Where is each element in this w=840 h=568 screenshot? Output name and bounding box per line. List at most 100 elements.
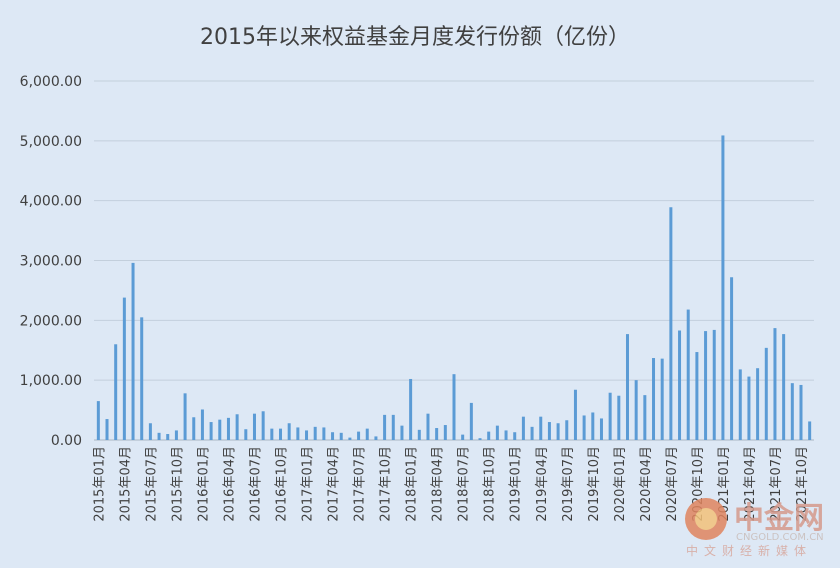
- bar-2019年02月: [521, 416, 525, 440]
- bar-2019年06月: [556, 423, 560, 440]
- y-axis: 0.00 1,000.00 2,000.00 3,000.00 4,000.00 5,00…: [20, 74, 82, 449]
- bar-2016年12月: [296, 427, 300, 440]
- bar-2019年07月: [565, 420, 569, 440]
- bar-2016年05月: [235, 414, 239, 440]
- x-axis: 2015年01月 2015年04月 2015年07月 2015年10月 2016年01月…: [92, 446, 810, 522]
- bar-2017年07月: [357, 431, 361, 440]
- x-tick-label: 2016年07月: [248, 446, 263, 522]
- bar-2016年08月: [261, 411, 265, 440]
- watermark-url: CNGOLD.COM.CN: [736, 532, 824, 543]
- x-tick-label: 2017年10月: [379, 446, 394, 522]
- x-tick-label: 2019年10月: [587, 446, 602, 522]
- x-tick-label: 2018年01月: [405, 446, 420, 522]
- bar-2018年08月: [469, 402, 473, 440]
- x-tick-label: 2015年04月: [118, 446, 133, 522]
- bar-2015年07月: [148, 423, 152, 440]
- x-tick-label: 2019年01月: [509, 446, 524, 522]
- bar-2021年05月: [756, 368, 760, 440]
- bar-2015年04月: [122, 297, 126, 440]
- x-tick-label: 2018年10月: [483, 446, 498, 522]
- bar-2016年06月: [244, 429, 248, 440]
- bar-2018年12月: [504, 430, 508, 440]
- bar-2018年01月: [409, 378, 413, 440]
- watermark-tagline: 中文财经新媒体: [686, 543, 812, 558]
- bar-2018年05月: [443, 425, 447, 440]
- bar-2016年04月: [226, 417, 230, 440]
- bar-2017年11月: [391, 414, 395, 440]
- bar-2020年08月: [678, 330, 682, 440]
- bar-2019年05月: [547, 422, 551, 440]
- bar-2020年02月: [625, 334, 629, 440]
- y-tick-label: 3,000.00: [20, 254, 82, 270]
- x-tick-label: 2016年01月: [196, 446, 211, 522]
- bar-2018年03月: [426, 413, 430, 440]
- bar-2015年02月: [105, 419, 109, 440]
- bar-2017年02月: [313, 426, 317, 440]
- bar-2017年10月: [383, 414, 387, 440]
- bar-2015年05月: [131, 262, 135, 440]
- bar-2020年07月: [669, 207, 673, 440]
- watermark-brand: 中金网: [734, 501, 824, 536]
- bar-2020年06月: [660, 358, 664, 440]
- bar-2015年08月: [157, 432, 161, 440]
- bar-2021年08月: [782, 334, 786, 440]
- bar-2015年06月: [140, 317, 144, 440]
- bar-2020年03月: [634, 380, 638, 440]
- bar-2019年09月: [582, 415, 586, 440]
- bar-2017年08月: [365, 428, 369, 440]
- x-tick-label: 2015年07月: [144, 446, 159, 522]
- bar-2015年10月: [174, 430, 178, 440]
- x-tick-label: 2015年01月: [92, 446, 107, 522]
- bar-2015年01月: [96, 401, 100, 440]
- bar-2020年05月: [652, 358, 656, 440]
- bar-2021年09月: [790, 383, 794, 440]
- bar-2018年02月: [417, 429, 421, 440]
- x-tick-label: 2016年10月: [275, 446, 290, 522]
- bar-2018年11月: [495, 425, 499, 440]
- bar-2017年01月: [305, 430, 309, 440]
- bar-2016年02月: [209, 422, 213, 440]
- x-tick-label: 2015年10月: [170, 446, 185, 522]
- bar-2019年11月: [599, 418, 603, 440]
- bar-2020年09月: [686, 309, 690, 440]
- x-tick-label: 2020年04月: [639, 446, 654, 522]
- bar-series: [96, 135, 812, 441]
- bar-2020年11月: [704, 331, 708, 440]
- bar-2019年03月: [530, 426, 534, 440]
- x-tick-label: 2017年04月: [327, 446, 342, 522]
- x-tick-label: 2021年07月: [769, 446, 784, 522]
- watermark: 中金网 CNGOLD.COM.CN 中文财经新媒体: [685, 498, 824, 558]
- bar-2020年04月: [643, 395, 647, 441]
- bar-2019年01月: [513, 432, 517, 440]
- y-tick-label: 2,000.00: [20, 313, 82, 329]
- y-tick-label: 4,000.00: [20, 194, 82, 210]
- bar-2021年02月: [730, 277, 734, 440]
- bar-2019年04月: [539, 416, 543, 440]
- x-tick-label: 2018年07月: [457, 446, 472, 522]
- bar-2020年10月: [695, 352, 699, 440]
- bar-2019年12月: [608, 392, 612, 440]
- x-tick-label: 2017年07月: [353, 446, 368, 522]
- bar-2016年01月: [200, 409, 204, 440]
- bar-2017年03月: [322, 427, 326, 440]
- bar-2015年11月: [183, 393, 187, 440]
- bar-2021年03月: [738, 369, 742, 440]
- bar-2018年04月: [435, 428, 439, 440]
- bar-2018年09月: [478, 438, 482, 440]
- bar-2021年06月: [764, 347, 768, 440]
- bar-2017年09月: [374, 436, 378, 440]
- bar-2018年10月: [487, 431, 491, 440]
- bar-2017年06月: [348, 437, 352, 440]
- bar-2017年05月: [339, 432, 343, 440]
- bar-2021年04月: [747, 376, 751, 440]
- chart-title: 2015年以来权益基金月度发行份额（亿份）: [200, 25, 630, 50]
- watermark-logo-inner-icon: [695, 508, 717, 530]
- x-tick-label: 2020年01月: [613, 446, 628, 522]
- bar-2021年11月: [808, 421, 812, 440]
- bar-2021年01月: [721, 135, 725, 440]
- x-tick-label: 2020年07月: [665, 446, 680, 522]
- bar-2015年12月: [192, 417, 196, 440]
